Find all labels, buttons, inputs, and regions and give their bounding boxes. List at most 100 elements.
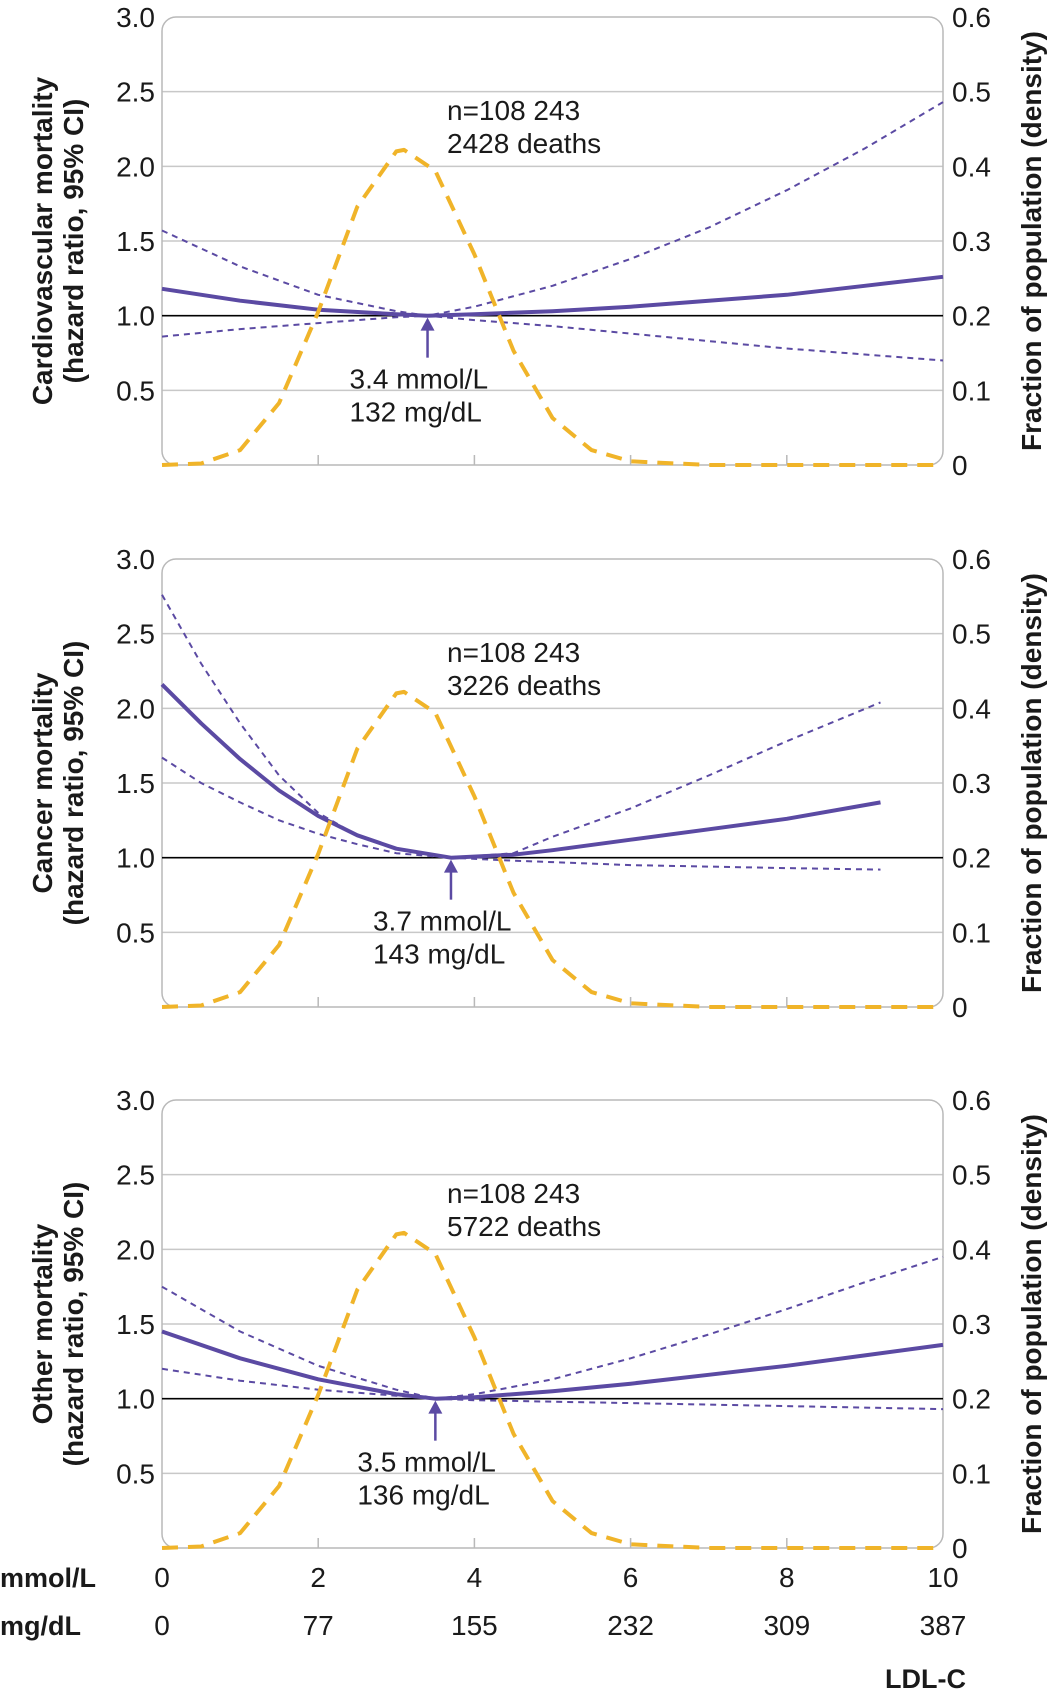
series-hr — [160, 682, 881, 860]
y2-tick-label: 0.1 — [952, 375, 991, 406]
panel-other: 0.5 1.0 1.5 2.0 2.5 3.0 0 0.1 0.2 0.3 0.4 0.5 0.6 Oth… — [27, 1085, 1047, 1564]
y2-tick-label: 0.6 — [952, 544, 991, 575]
x-tick-label-mmol: 8 — [779, 1562, 795, 1593]
y2-tick-label: 0.6 — [952, 2, 991, 33]
plot-frame — [161, 558, 944, 1008]
y-axis-title-line1: Cancer mortality — [27, 672, 58, 893]
panel-cancer: 0.5 1.0 1.5 2.0 2.5 3.0 0 0.1 0.2 0.3 0.4 0.5 0.6 Can… — [27, 544, 1047, 1023]
y-tick-label: 1.5 — [116, 226, 155, 257]
y-tick-label: 1.0 — [116, 1384, 155, 1415]
y2-tick-label: 0 — [952, 992, 968, 1023]
chart-panels: 0.5 1.0 1.5 2.0 2.5 3.0 0 0.1 0.2 0.3 0.4 0.5 0.6 Car… — [27, 2, 1047, 1564]
y-axis-title-line2: (hazard ratio, 95% CI) — [58, 99, 89, 384]
y2-tick-label: 0.4 — [952, 1234, 991, 1265]
y2-tick-label: 0.3 — [952, 1309, 991, 1340]
x-tick-label-mg: 155 — [451, 1610, 498, 1641]
x-tick-labels-mg: 0 77 155 232 309 387 — [154, 1610, 966, 1641]
nadir-label-mg: 132 mg/dL — [350, 397, 482, 428]
y2-tick-label: 0.5 — [952, 619, 991, 650]
x-tick-labels-mmol: 0 2 4 6 8 10 — [154, 1562, 958, 1593]
y2-tick-label: 0 — [952, 450, 968, 481]
y-tick-label: 3.0 — [116, 544, 155, 575]
y2-axis-title: Fraction of population (density) — [1016, 1114, 1047, 1534]
x-tick-label-mg: 77 — [303, 1610, 334, 1641]
y-tick-label: 2.0 — [116, 1234, 155, 1265]
y-tick-label: 2.5 — [116, 1160, 155, 1191]
series-ci-upper — [161, 101, 944, 317]
annotation-n: n=108 243 — [447, 637, 580, 668]
x-tick-label-mmol: 4 — [467, 1562, 483, 1593]
y2-tick-label: 0.4 — [952, 151, 991, 182]
y2-axis-title: Fraction of population (density) — [1016, 31, 1047, 451]
nadir-arrow-head — [420, 317, 435, 331]
y-axis-title-line1: Other mortality — [27, 1223, 58, 1424]
y2-tick-label: 0.2 — [952, 843, 991, 874]
y-tick-label: 0.5 — [116, 1458, 155, 1489]
x-tick-label-mmol: 2 — [310, 1562, 326, 1593]
y2-tick-label: 0.1 — [952, 917, 991, 948]
y-tick-label: 1.0 — [116, 843, 155, 874]
y2-tick-label: 0.1 — [952, 1458, 991, 1489]
y-axis-title-line2: (hazard ratio, 95% CI) — [58, 1182, 89, 1467]
annotation-n: n=108 243 — [447, 1178, 580, 1209]
nadir-label-mg: 136 mg/dL — [357, 1480, 489, 1511]
plot-frame — [161, 16, 944, 466]
y2-axis-title: Fraction of population (density) — [1016, 573, 1047, 993]
y2-tick-label: 0.2 — [952, 301, 991, 332]
annotation-deaths: 5722 deaths — [447, 1211, 601, 1242]
series-ci-upper — [161, 1255, 944, 1400]
nadir-label-mg: 143 mg/dL — [373, 939, 505, 970]
series-ci-lower — [161, 1367, 944, 1411]
series-hr — [161, 1329, 944, 1401]
series-ci-lower — [161, 756, 881, 871]
x-tick-label-mg: 387 — [920, 1610, 967, 1641]
x-axis-title: LDL-C — [885, 1664, 966, 1694]
x-tick-label-mmol: 10 — [927, 1562, 958, 1593]
series-density — [161, 689, 943, 1009]
shared-x-axis: mmol/L mg/dL 0 2 4 6 8 10 0 77 155 232 309 387 LDL… — [0, 1562, 966, 1694]
y-axis-title-line1: Cardiovascular mortality — [27, 76, 58, 405]
y-tick-label: 3.0 — [116, 1085, 155, 1116]
y2-tick-label: 0.3 — [952, 768, 991, 799]
panel-cardiovascular: 0.5 1.0 1.5 2.0 2.5 3.0 0 0.1 0.2 0.3 0.4 0.5 0.6 Car… — [27, 2, 1047, 481]
y-axis-title-line2: (hazard ratio, 95% CI) — [58, 641, 89, 926]
series-ci-lower — [161, 314, 944, 362]
x-unit-label-mmol: mmol/L — [0, 1563, 96, 1593]
y-tick-label: 2.0 — [116, 693, 155, 724]
nadir-label-mmol: 3.4 mmol/L — [350, 364, 489, 395]
nadir-label-mmol: 3.7 mmol/L — [373, 906, 512, 937]
y-tick-label: 0.5 — [116, 917, 155, 948]
nadir-label-mmol: 3.5 mmol/L — [357, 1447, 496, 1478]
y-tick-label: 3.0 — [116, 2, 155, 33]
annotation-deaths: 2428 deaths — [447, 128, 601, 159]
x-tick-label-mg: 309 — [763, 1610, 810, 1641]
y2-tick-label: 0.5 — [952, 1160, 991, 1191]
nadir-arrow-head — [428, 1400, 443, 1414]
y-tick-label: 1.5 — [116, 1309, 155, 1340]
y-tick-label: 1.5 — [116, 768, 155, 799]
series-density — [161, 147, 943, 467]
series-hr — [161, 274, 944, 318]
x-tick-label-mmol: 6 — [623, 1562, 639, 1593]
y2-tick-label: 0.2 — [952, 1384, 991, 1415]
nadir-arrow-head — [443, 859, 458, 873]
y2-tick-label: 0 — [952, 1533, 968, 1564]
y2-tick-label: 0.3 — [952, 226, 991, 257]
x-tick-label-mmol: 0 — [154, 1562, 170, 1593]
y2-tick-label: 0.4 — [952, 693, 991, 724]
y-tick-label: 2.5 — [116, 619, 155, 650]
y-tick-label: 2.0 — [116, 151, 155, 182]
y-tick-label: 1.0 — [116, 301, 155, 332]
y2-tick-label: 0.5 — [952, 77, 991, 108]
plot-frame — [161, 1099, 944, 1549]
x-unit-label-mg: mg/dL — [0, 1611, 81, 1641]
y-tick-label: 0.5 — [116, 375, 155, 406]
x-tick-label-mg: 232 — [607, 1610, 654, 1641]
series-density — [161, 1230, 943, 1550]
annotation-deaths: 3226 deaths — [447, 670, 601, 701]
annotation-n: n=108 243 — [447, 95, 580, 126]
y2-tick-label: 0.6 — [952, 1085, 991, 1116]
y-tick-label: 2.5 — [116, 77, 155, 108]
x-tick-label-mg: 0 — [154, 1610, 170, 1641]
